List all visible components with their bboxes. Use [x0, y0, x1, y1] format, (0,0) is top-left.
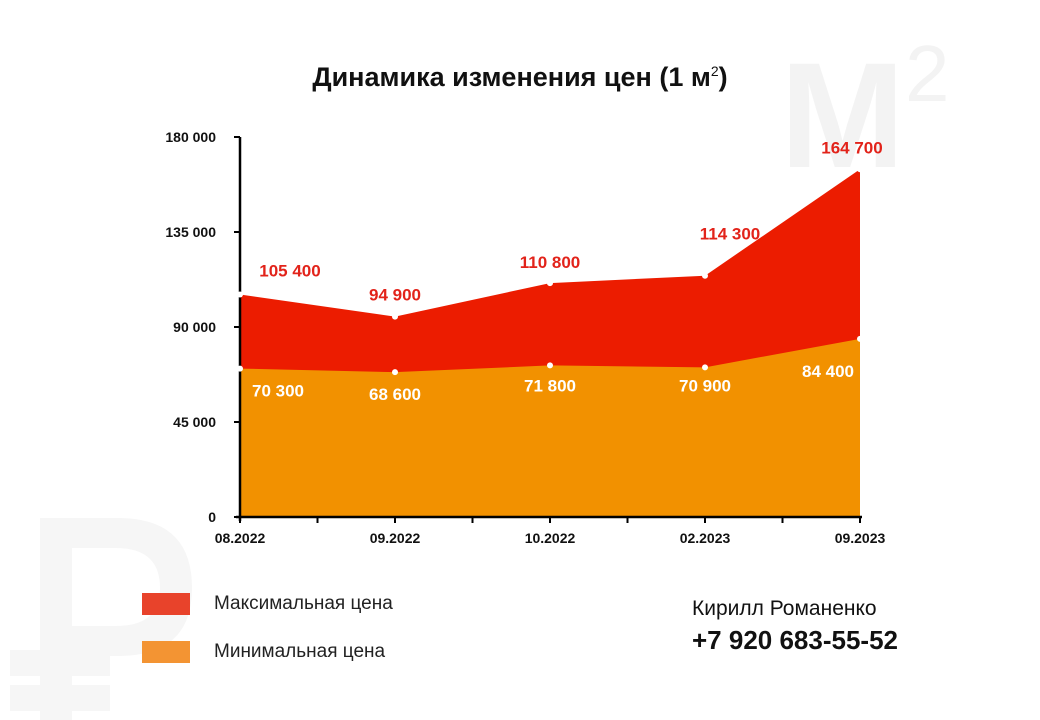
max-price-label: 105 400 — [259, 261, 320, 280]
max-price-point — [547, 280, 553, 287]
x-tick-label: 09.2022 — [370, 530, 421, 546]
legend-item-max: Максимальная цена — [142, 580, 393, 628]
m2-watermark: М2 — [780, 29, 950, 199]
max-price-point — [702, 272, 708, 279]
max-price-point — [857, 166, 863, 173]
min-price-point — [702, 364, 708, 371]
y-tick-label: 0 — [208, 509, 216, 525]
y-tick-label: 45 000 — [173, 414, 216, 430]
y-tick-label: 90 000 — [173, 319, 216, 335]
contact-block: Кирилл Романенко +7 920 683-55-52 — [692, 597, 898, 656]
legend-item-min: Минимальная цена — [142, 628, 393, 676]
x-tick-label: 09.2023 — [835, 530, 886, 546]
min-price-point — [392, 369, 398, 376]
legend: Максимальная цена Минимальная цена — [142, 580, 393, 676]
max-price-label: 114 300 — [700, 225, 761, 244]
min-price-label: 68 600 — [369, 385, 421, 404]
min-price-label: 70 300 — [252, 382, 304, 401]
min-price-label: 71 800 — [524, 376, 576, 395]
min-price-label: 70 900 — [679, 376, 731, 395]
legend-label-max: Максимальная цена — [214, 593, 393, 614]
max-price-point — [237, 291, 243, 298]
contact-name: Кирилл Романенко — [692, 597, 877, 620]
ruble-watermark-icon — [10, 518, 192, 720]
max-price-label: 94 900 — [369, 286, 421, 305]
chart-title: Динамика изменения цен (1 м2) — [312, 62, 728, 92]
x-tick-label: 10.2022 — [525, 530, 576, 546]
legend-swatch-max — [142, 593, 190, 615]
max-price-label: 164 700 — [821, 138, 882, 157]
max-price-point — [392, 313, 398, 320]
min-price-area — [240, 338, 860, 517]
y-tick-label: 135 000 — [165, 224, 216, 240]
min-price-point — [237, 365, 243, 372]
contact-phone: +7 920 683-55-52 — [692, 625, 899, 655]
min-price-point — [857, 335, 863, 342]
x-tick-label: 02.2023 — [680, 530, 731, 546]
legend-swatch-min — [142, 641, 190, 663]
min-price-point — [547, 362, 553, 369]
x-tick-label: 08.2022 — [215, 530, 266, 546]
max-price-label: 110 800 — [520, 253, 581, 272]
legend-label-min: Минимальная цена — [214, 641, 386, 662]
y-tick-label: 180 000 — [165, 129, 216, 145]
min-price-label: 84 400 — [802, 362, 854, 381]
